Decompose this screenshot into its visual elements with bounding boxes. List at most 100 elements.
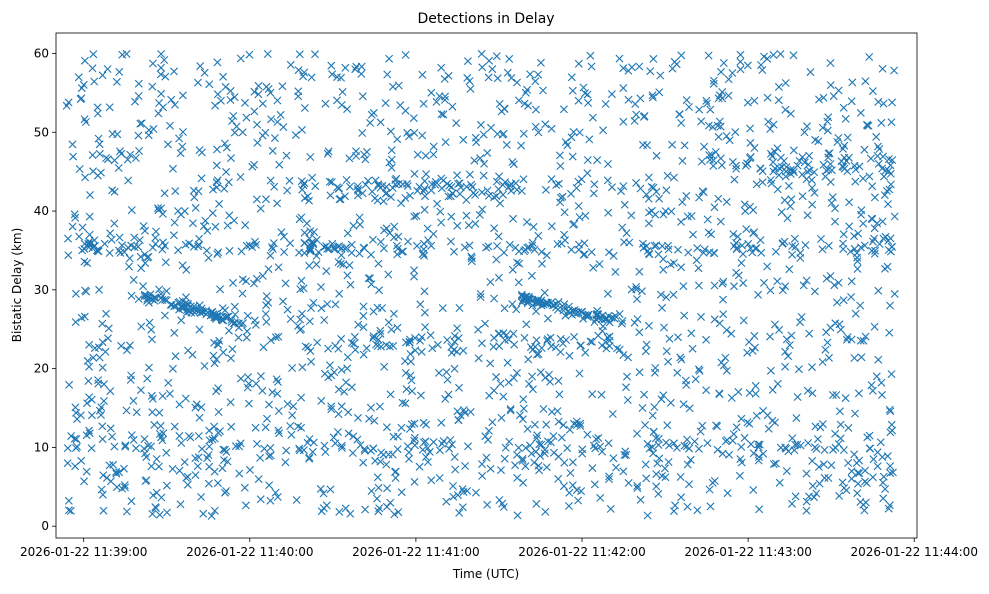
detection-point	[98, 71, 107, 80]
detection-point	[877, 118, 886, 127]
detection-point	[418, 70, 427, 79]
detection-point	[617, 187, 625, 196]
detection-point	[865, 444, 874, 453]
detection-point	[664, 458, 673, 466]
detection-point	[649, 54, 658, 63]
detection-point	[870, 322, 879, 331]
detection-point	[509, 160, 518, 169]
detection-point	[100, 239, 109, 248]
detection-point	[266, 251, 275, 260]
detection-point	[569, 220, 578, 229]
detection-point	[175, 466, 184, 475]
detection-point	[494, 232, 503, 241]
detection-point	[785, 265, 794, 274]
detection-point	[722, 132, 731, 140]
detection-point	[598, 447, 607, 456]
detection-point	[806, 68, 815, 77]
detection-point	[823, 117, 832, 126]
detection-point	[767, 179, 776, 188]
detection-point	[294, 92, 303, 101]
detection-point	[231, 442, 240, 451]
detection-point	[270, 182, 279, 191]
detection-point	[508, 300, 517, 309]
detection-point	[534, 350, 543, 358]
detection-point	[544, 299, 553, 307]
detection-point	[677, 217, 685, 226]
detection-point	[782, 163, 791, 172]
detection-point	[875, 145, 884, 153]
detection-point	[425, 447, 434, 456]
detection-point	[245, 50, 254, 59]
detection-point	[156, 70, 165, 79]
y-tick-label: 60	[34, 46, 49, 60]
detection-point	[574, 496, 583, 505]
detection-point	[830, 281, 839, 290]
detection-point	[410, 128, 419, 137]
detection-point	[670, 439, 678, 448]
detection-point	[374, 335, 383, 344]
detection-point	[458, 485, 467, 494]
detection-point	[157, 63, 165, 72]
detection-point	[581, 348, 590, 357]
detection-point	[273, 493, 282, 501]
detection-point	[503, 68, 512, 77]
detection-point	[812, 489, 821, 498]
detection-point	[689, 230, 697, 239]
detection-point	[244, 399, 253, 408]
detection-point	[205, 426, 214, 435]
detection-point	[461, 462, 470, 470]
plot-frame	[55, 32, 918, 539]
detection-point	[589, 189, 598, 198]
detection-point	[543, 314, 552, 323]
detection-point	[336, 195, 345, 204]
detection-point	[156, 421, 165, 430]
detection-point	[755, 453, 763, 461]
detection-point	[707, 151, 716, 159]
detection-point	[466, 84, 475, 93]
detection-point	[151, 233, 160, 242]
detection-point	[759, 449, 768, 458]
detection-point	[855, 469, 864, 478]
detection-point	[343, 353, 352, 362]
detection-point	[258, 271, 267, 280]
detection-point	[677, 263, 686, 272]
detection-point	[223, 457, 232, 466]
detection-point	[814, 462, 823, 471]
detection-point	[624, 479, 633, 487]
detection-point	[555, 151, 564, 160]
detection-point	[359, 243, 368, 252]
detection-point	[821, 345, 830, 354]
detection-point	[770, 320, 779, 329]
detection-point	[106, 424, 115, 433]
detection-point	[230, 93, 239, 102]
detection-point	[355, 249, 364, 258]
detection-point	[784, 181, 793, 190]
detection-point	[788, 250, 797, 259]
detection-point	[576, 419, 585, 428]
detection-point	[704, 228, 713, 237]
detection-point	[186, 433, 195, 442]
detection-point	[77, 313, 86, 322]
detection-point	[81, 118, 90, 126]
detection-point	[162, 481, 171, 490]
detection-point	[878, 64, 887, 73]
detection-point	[297, 213, 306, 222]
detection-point	[774, 82, 783, 91]
detection-point	[508, 265, 517, 274]
detection-point	[873, 462, 882, 471]
detection-point	[288, 364, 297, 372]
detection-point	[654, 489, 663, 498]
detection-point	[64, 506, 73, 515]
detection-point	[685, 444, 694, 453]
detection-point	[683, 435, 692, 444]
detection-point	[583, 90, 592, 99]
detection-point	[778, 286, 787, 295]
detection-point	[674, 245, 682, 254]
detection-point	[397, 247, 406, 256]
detection-point	[756, 236, 765, 245]
detection-point	[652, 241, 661, 250]
detection-point	[337, 334, 346, 343]
detection-point	[169, 164, 177, 173]
detection-point	[718, 279, 727, 288]
detection-point	[713, 445, 722, 454]
